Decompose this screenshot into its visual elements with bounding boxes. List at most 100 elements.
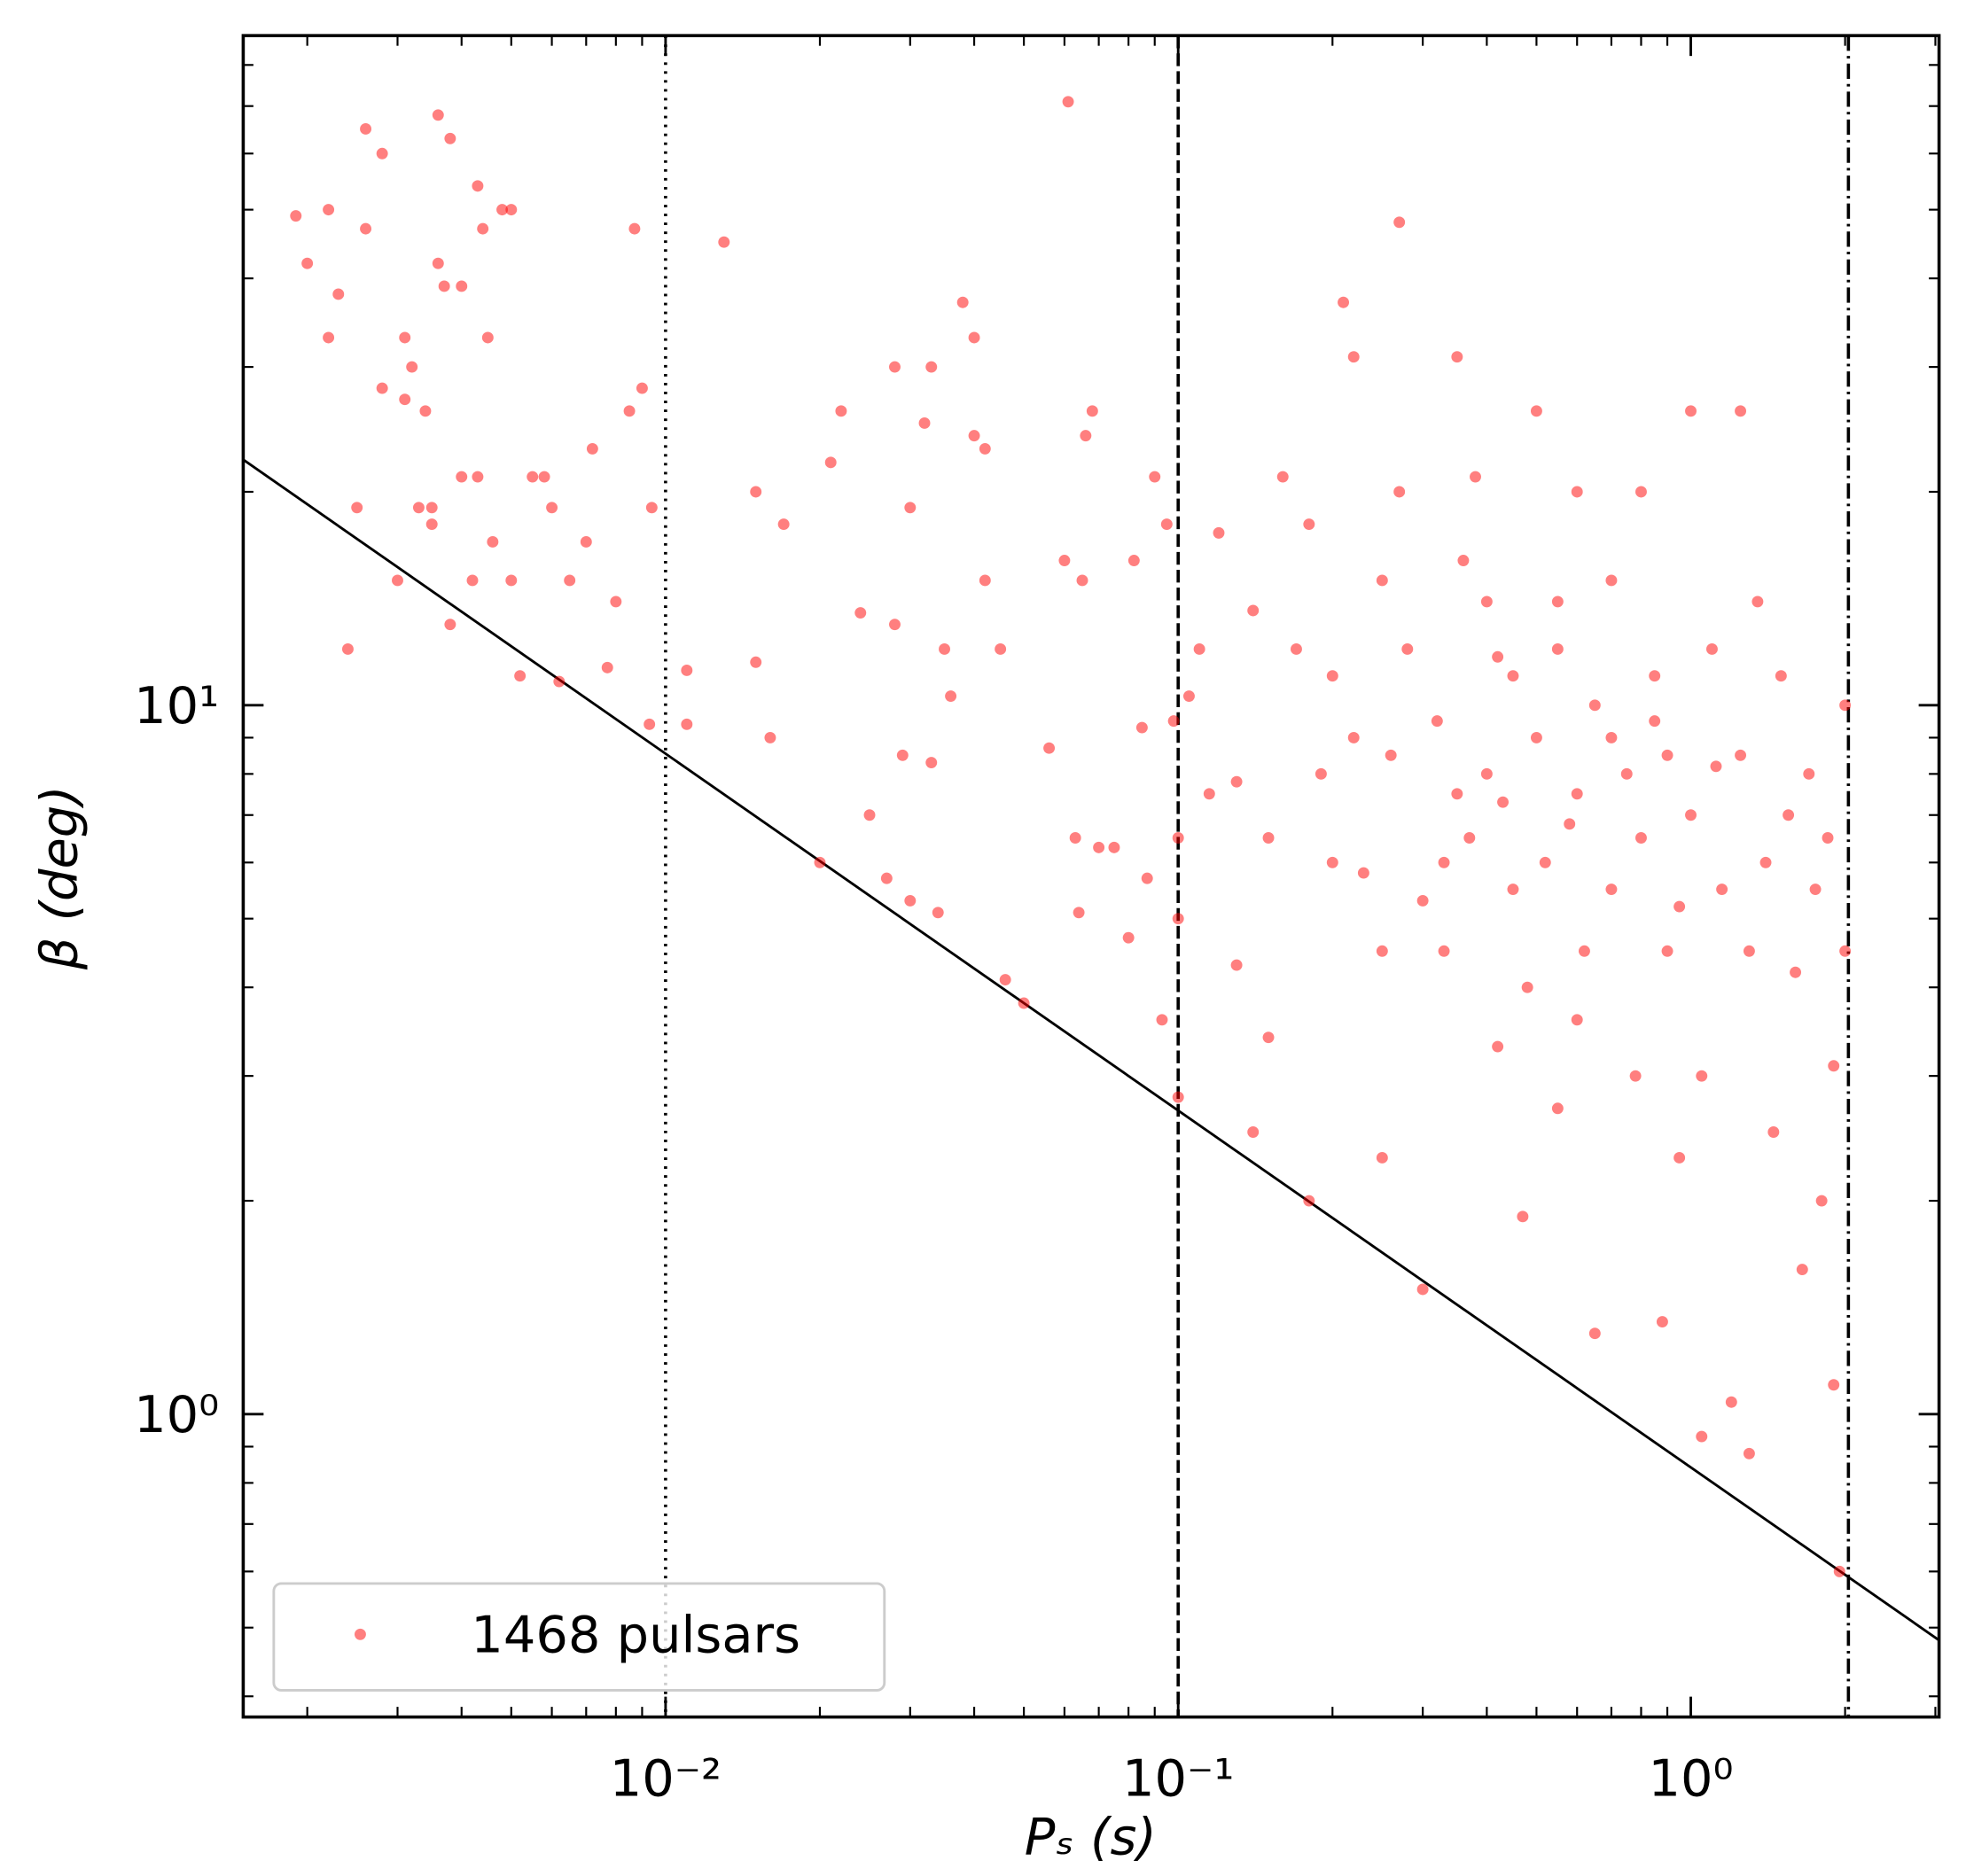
point <box>1262 832 1275 844</box>
point <box>432 109 444 121</box>
point <box>1073 907 1085 919</box>
legend-box <box>272 1582 886 1692</box>
point <box>360 122 372 135</box>
point <box>1076 574 1088 587</box>
point <box>1588 699 1601 712</box>
point <box>1276 471 1289 483</box>
fit-line <box>242 458 1940 1642</box>
point <box>636 382 648 394</box>
point <box>1815 1195 1828 1207</box>
point <box>880 872 893 884</box>
point <box>1303 1195 1315 1207</box>
point <box>1172 1091 1184 1103</box>
point <box>1393 216 1406 229</box>
point <box>979 574 991 587</box>
x-tick-label: 10⁻² <box>610 1749 722 1809</box>
point <box>1783 809 1795 821</box>
point <box>1492 650 1504 663</box>
point <box>1376 945 1388 957</box>
point <box>419 405 432 417</box>
legend-marker <box>354 1628 366 1640</box>
point <box>505 204 518 216</box>
point <box>1696 1430 1708 1443</box>
point <box>1062 96 1074 108</box>
legend-label: 1468 pulsars <box>471 1605 800 1664</box>
point <box>1480 595 1493 608</box>
point <box>341 643 354 655</box>
point <box>999 974 1011 986</box>
point <box>1451 788 1463 800</box>
point <box>1338 296 1350 308</box>
point <box>505 574 518 587</box>
point <box>438 280 450 292</box>
point <box>406 361 418 373</box>
point <box>1517 1210 1529 1223</box>
point <box>323 204 335 216</box>
point <box>835 405 847 417</box>
point <box>1833 1565 1845 1577</box>
x-axis-label: Pₛ (s) <box>1025 1808 1157 1867</box>
point <box>1530 731 1542 743</box>
point <box>824 456 837 469</box>
point <box>1759 856 1772 868</box>
point <box>1438 945 1450 957</box>
point <box>1828 1379 1840 1391</box>
point <box>301 257 314 269</box>
point <box>1492 1040 1504 1053</box>
point <box>1122 931 1135 944</box>
point <box>1086 405 1098 417</box>
y-tick-label: 10¹ <box>134 676 219 736</box>
point <box>1416 1283 1429 1296</box>
point <box>1588 1327 1601 1340</box>
point <box>472 180 484 192</box>
point <box>1839 699 1852 712</box>
point <box>1649 715 1661 728</box>
point <box>432 257 444 269</box>
point <box>399 331 411 344</box>
point <box>1705 643 1718 655</box>
point <box>1673 1152 1686 1164</box>
point <box>968 331 980 344</box>
point <box>1182 690 1195 703</box>
point <box>1507 670 1519 682</box>
point <box>1230 775 1243 788</box>
point <box>1069 832 1081 844</box>
point <box>1172 913 1184 925</box>
point <box>1127 555 1140 566</box>
point <box>290 210 302 222</box>
point <box>995 643 1007 655</box>
point <box>1551 643 1564 655</box>
point <box>628 222 641 235</box>
point <box>718 236 730 248</box>
point <box>1247 1126 1260 1138</box>
point <box>1822 832 1834 844</box>
point <box>681 664 693 676</box>
point <box>1141 872 1153 884</box>
point <box>1790 966 1802 978</box>
point <box>456 280 468 292</box>
point <box>1203 788 1215 800</box>
point <box>1605 731 1618 743</box>
point <box>854 607 867 619</box>
point <box>932 907 944 919</box>
point <box>1438 856 1450 868</box>
point <box>939 643 950 655</box>
point <box>1385 749 1397 761</box>
point <box>1578 945 1590 957</box>
point <box>472 471 484 483</box>
point <box>332 288 345 300</box>
point <box>496 204 508 216</box>
point <box>1620 767 1633 780</box>
point <box>1551 595 1564 608</box>
point <box>1696 1070 1708 1082</box>
point <box>1463 832 1476 844</box>
point <box>1457 555 1470 566</box>
point <box>1230 959 1243 971</box>
point <box>1564 818 1576 830</box>
point <box>1725 1396 1737 1408</box>
point <box>1716 884 1728 896</box>
point <box>1018 997 1030 1009</box>
point <box>1160 518 1173 531</box>
point <box>444 132 456 144</box>
